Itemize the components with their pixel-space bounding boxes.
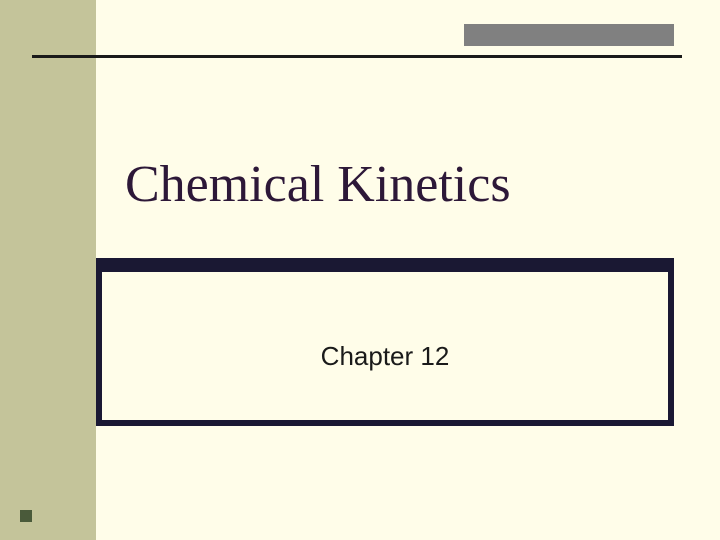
bullet-icon	[20, 510, 32, 522]
subtitle-box: Chapter 12	[96, 258, 674, 426]
slide-title: Chemical Kinetics	[125, 155, 511, 214]
left-sidebar	[0, 0, 96, 540]
top-divider	[32, 55, 682, 58]
slide-subtitle: Chapter 12	[321, 341, 450, 372]
accent-bar	[464, 24, 674, 46]
